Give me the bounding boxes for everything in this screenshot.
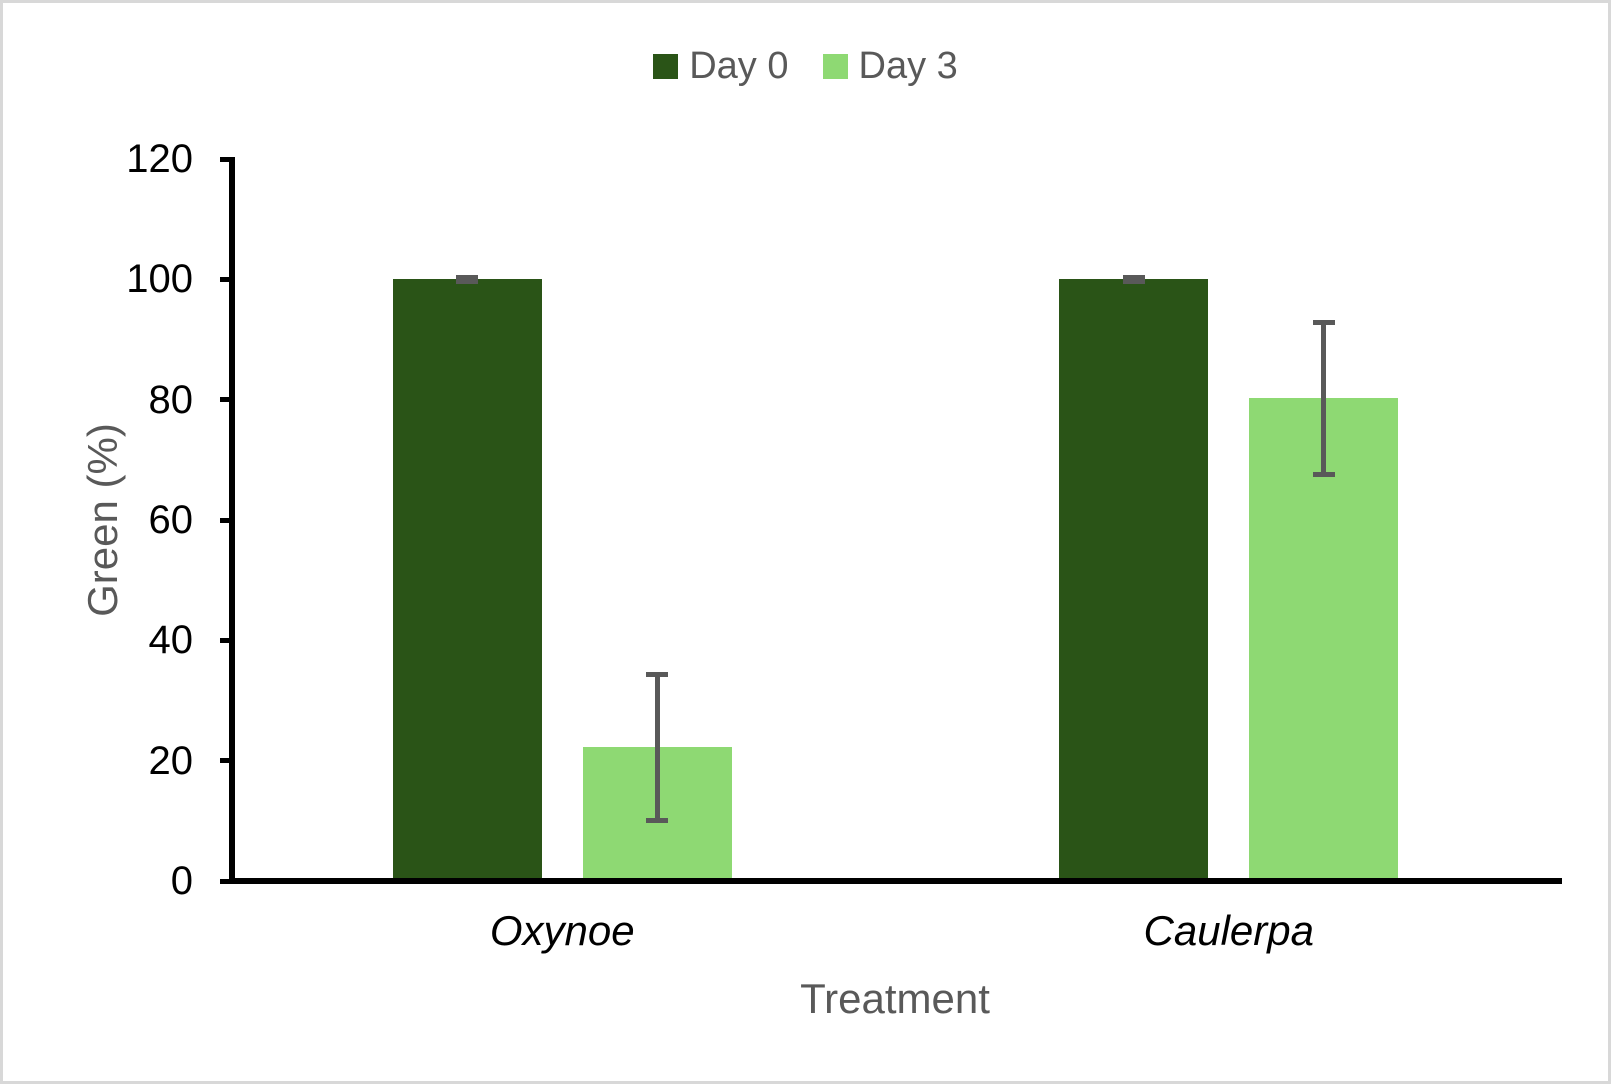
error-bar-cap	[646, 672, 669, 678]
error-bar-cap	[1122, 275, 1145, 281]
error-bar-cap	[1312, 471, 1335, 477]
y-tick-label: 100	[126, 257, 193, 302]
x-axis-line	[229, 878, 1562, 884]
legend-label: Day 3	[858, 45, 958, 87]
y-tick-label: 60	[148, 498, 194, 542]
y-tick-label: 120	[126, 137, 193, 181]
error-bar-cap	[456, 278, 479, 284]
y-tick-label: 20	[148, 738, 194, 783]
bar-day-0	[1059, 279, 1209, 884]
y-tick-label: 0	[170, 859, 193, 903]
error-bar-line	[1321, 322, 1327, 475]
error-bar-cap	[1122, 278, 1145, 284]
y-tick-mark	[220, 397, 235, 403]
y-tick-mark	[220, 276, 235, 282]
legend-item: Day 3	[822, 43, 958, 89]
error-bar-cap	[646, 817, 669, 823]
legend-item: Day 0	[653, 43, 789, 89]
legend: Day 0 Day 3	[3, 43, 1608, 89]
y-tick-mark	[220, 758, 235, 764]
legend-swatch-icon	[653, 53, 679, 79]
error-bar-cap	[1312, 320, 1335, 326]
y-axis-line	[229, 157, 235, 884]
bar-day-0	[392, 279, 542, 884]
y-axis-title: Green (%)	[79, 423, 126, 617]
y-tick-mark	[220, 878, 235, 884]
y-tick-mark	[220, 156, 235, 162]
x-category-label: Caulerpa	[1143, 907, 1314, 954]
error-bar-line	[654, 674, 660, 821]
legend-swatch-icon	[822, 53, 848, 79]
x-axis-title: Treatment	[800, 975, 990, 1022]
x-category-label: Oxynoe	[489, 907, 635, 954]
y-tick-label: 40	[148, 618, 194, 663]
bar-day-3	[1249, 398, 1399, 884]
error-bar-cap	[456, 275, 479, 281]
y-tick-mark	[220, 637, 235, 643]
y-tick-label: 80	[148, 377, 194, 422]
plot-area: 0 20 40 60 80 100 120 Oxynoe Caulerpa	[3, 3, 1608, 1081]
legend-label: Day 0	[689, 45, 789, 87]
y-tick-mark	[220, 517, 235, 523]
